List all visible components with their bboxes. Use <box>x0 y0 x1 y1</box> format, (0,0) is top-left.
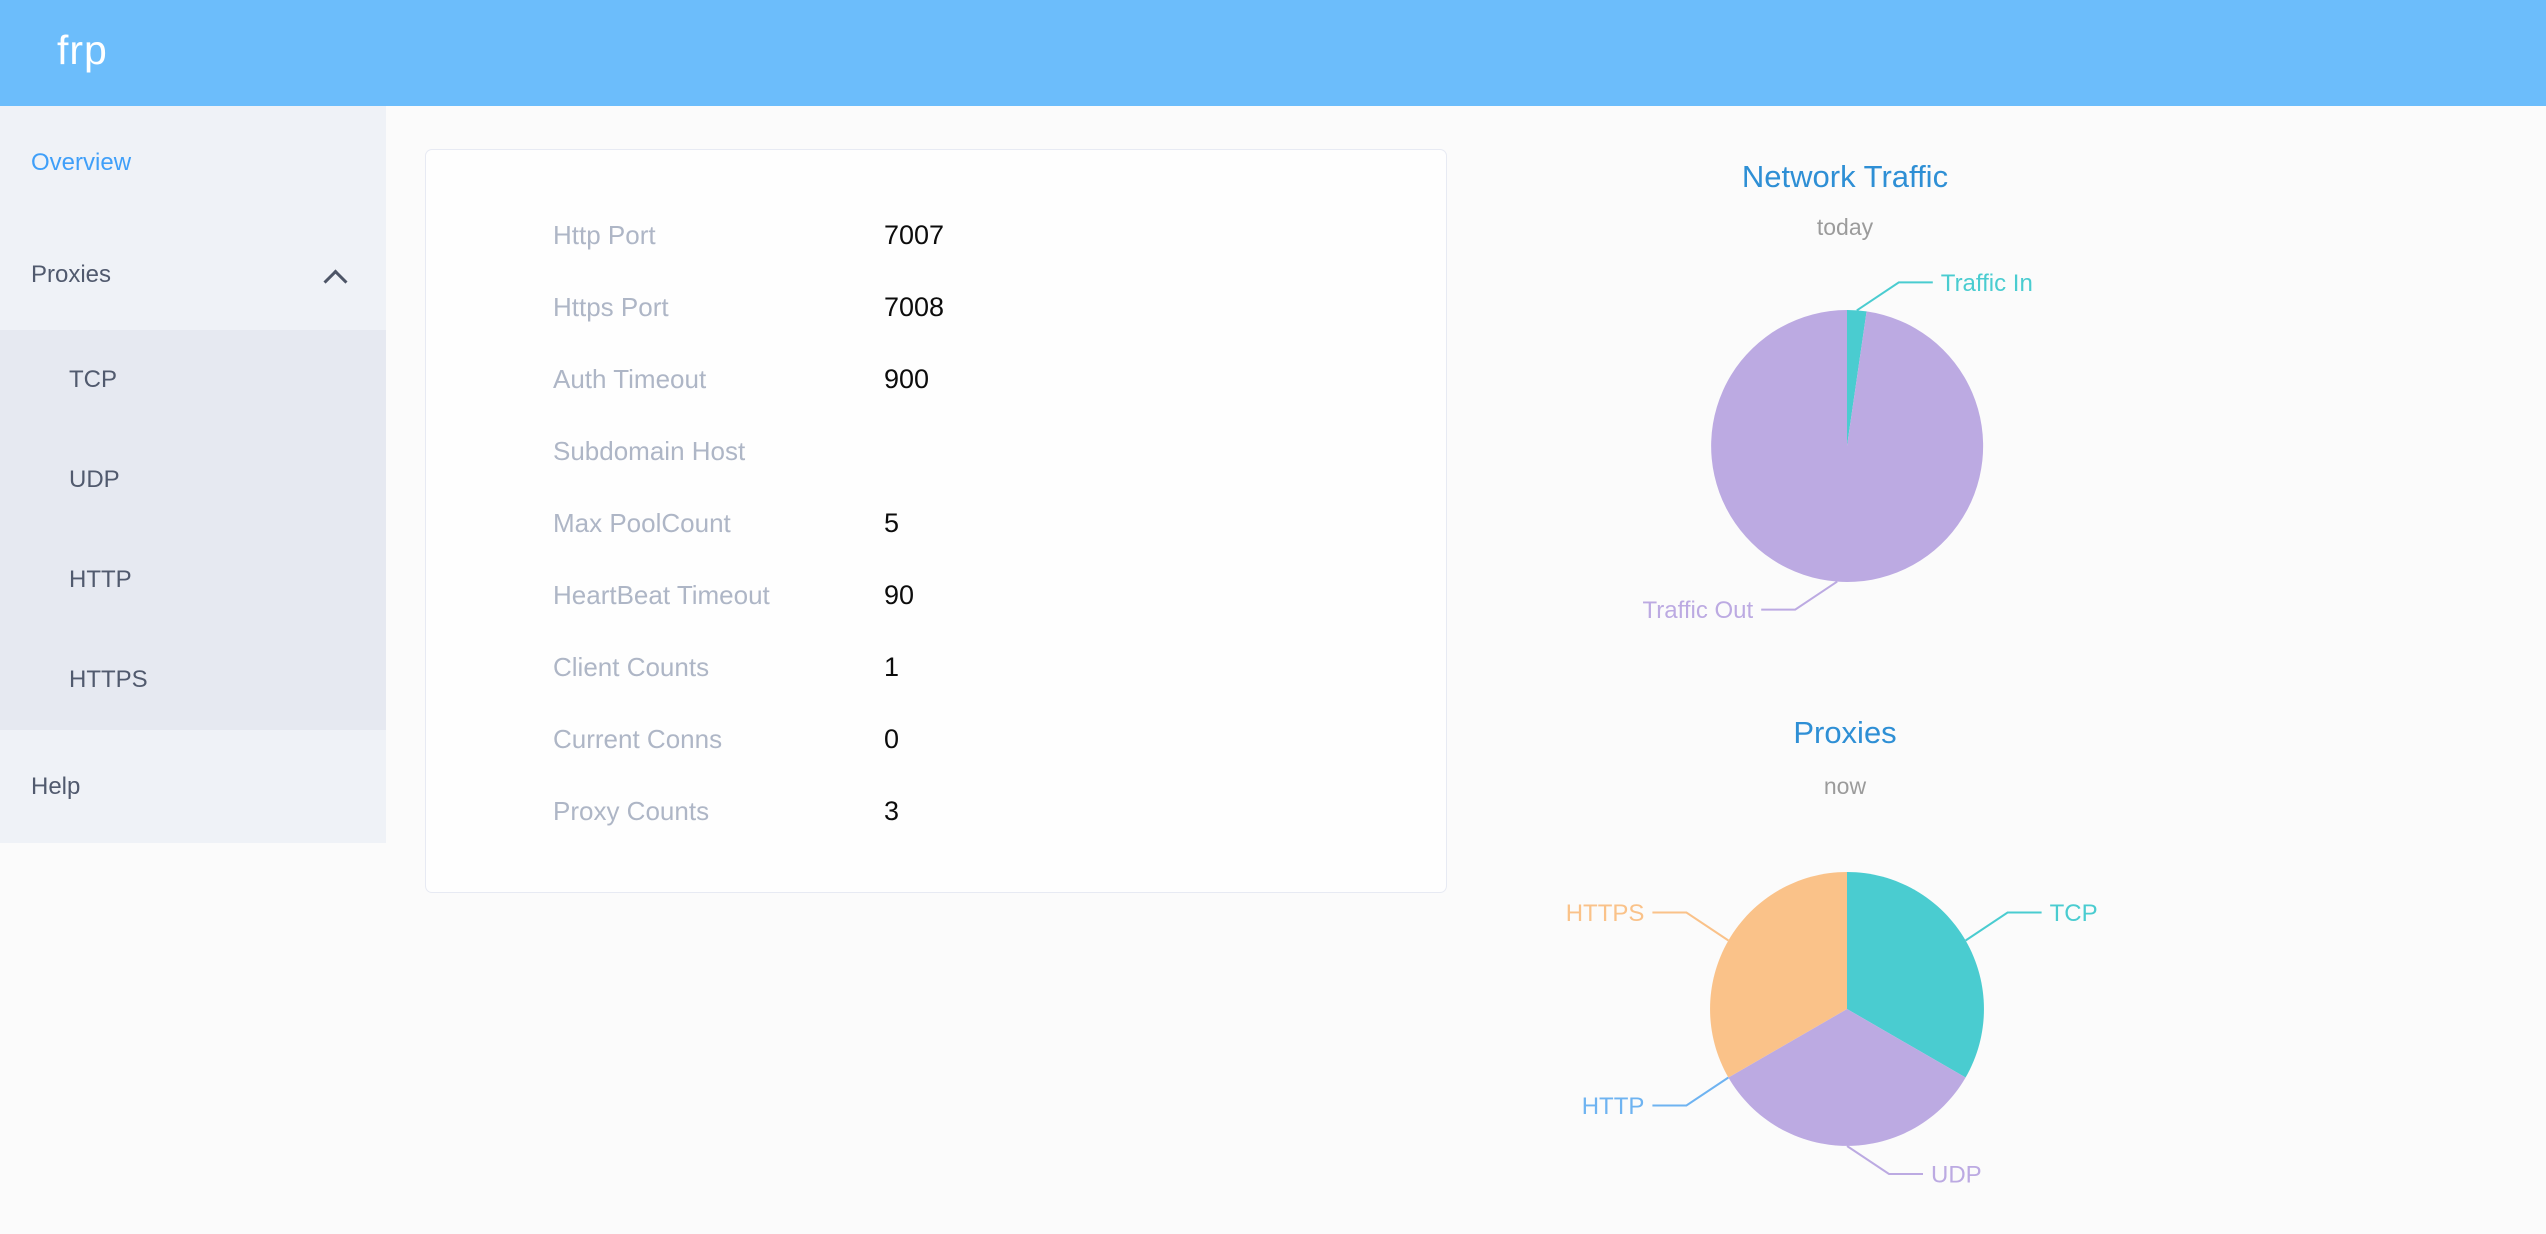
top-header-bar: frp <box>0 0 2546 106</box>
config-label: Http Port <box>553 220 656 250</box>
config-row: Https Port 7008 <box>426 271 1446 343</box>
pie-slice-traffic-out[interactable] <box>1711 310 1984 582</box>
config-label: Subdomain Host <box>553 436 746 466</box>
chevron-up-icon <box>323 269 348 294</box>
pie-label-traffic-in: Traffic In <box>1941 270 2033 297</box>
proxies-chart-title: Proxies <box>1793 715 1897 750</box>
pie-label-tcp: TCP <box>2050 900 2098 927</box>
sidebar-item-udp-label: UDP <box>69 466 120 493</box>
sidebar-item-udp[interactable]: UDP <box>0 430 386 530</box>
sidebar: Overview Proxies TCP UDP HTTP HTTPS Help <box>0 106 386 843</box>
proxies-pie-chart: TCP UDP HTTP HTTPS <box>1566 872 2098 1188</box>
pie-label-line-traffic-out <box>1761 580 1838 611</box>
sidebar-item-tcp[interactable]: TCP <box>0 330 386 430</box>
config-value: 1 <box>884 652 900 682</box>
pie-slice-https[interactable] <box>1710 872 1847 1078</box>
config-value: 3 <box>884 796 900 826</box>
sidebar-item-https[interactable]: HTTPS <box>0 630 386 730</box>
pie-label-line-traffic-in <box>1856 281 1933 312</box>
config-row: Auth Timeout 900 <box>426 343 1446 415</box>
config-label: Proxy Counts <box>553 796 710 826</box>
config-row: Http Port 7007 <box>426 199 1446 271</box>
frp-logo: frp <box>57 27 108 73</box>
config-row: Max PoolCount 5 <box>426 487 1446 559</box>
config-value: 7008 <box>884 292 945 322</box>
sidebar-item-help[interactable]: Help <box>0 730 386 843</box>
pie-label-https: HTTPS <box>1566 900 1645 927</box>
server-config-card: Http Port 7007 Https Port 7008 Auth Timeou… <box>425 149 1447 893</box>
config-label: HeartBeat Timeout <box>553 580 770 610</box>
pie-slice-traffic-in[interactable] <box>1847 309 1867 446</box>
sidebar-item-overview-label: Overview <box>31 149 132 176</box>
pie-label-udp: UDP <box>1931 1161 1982 1188</box>
config-row: Current Conns 0 <box>426 703 1446 775</box>
sidebar-item-help-label: Help <box>31 773 81 800</box>
pie-slice-tcp[interactable] <box>1847 872 1984 1078</box>
config-value: 90 <box>884 580 915 610</box>
config-label: Https Port <box>553 292 669 322</box>
sidebar-item-proxies-label: Proxies <box>31 261 112 288</box>
pie-label-traffic-out: Traffic Out <box>1642 597 1753 624</box>
config-row: Client Counts 1 <box>426 631 1446 703</box>
config-label: Max PoolCount <box>553 508 731 538</box>
sidebar-item-tcp-label: TCP <box>69 366 117 393</box>
config-value: 5 <box>884 508 900 538</box>
sidebar-item-http-label: HTTP <box>69 566 132 593</box>
config-value: 7007 <box>884 220 945 250</box>
sidebar-item-overview[interactable]: Overview <box>0 107 386 219</box>
pie-label-http: HTTP <box>1582 1093 1645 1120</box>
pie-slice-udp[interactable] <box>1728 1009 1966 1146</box>
network-traffic-pie-chart: Traffic In Traffic Out <box>1642 270 2033 624</box>
network-traffic-chart-subtitle: today <box>1816 214 1874 240</box>
pie-label-line-udp <box>1846 1145 1923 1175</box>
sidebar-item-proxies[interactable]: Proxies <box>0 219 386 330</box>
pie-label-line-tcp <box>1965 911 2042 942</box>
proxies-chart-subtitle: now <box>1823 773 1867 799</box>
config-row: Subdomain Host <box>426 415 1446 487</box>
config-row: Proxy Counts 3 <box>426 775 1446 847</box>
config-label: Client Counts <box>553 652 710 682</box>
sidebar-item-http[interactable]: HTTP <box>0 530 386 630</box>
network-traffic-chart-title: Network Traffic <box>1741 159 1949 194</box>
config-label: Current Conns <box>553 724 723 754</box>
pie-label-line-https <box>1652 911 1729 942</box>
config-row: HeartBeat Timeout 90 <box>426 559 1446 631</box>
proxies-submenu: TCP UDP HTTP HTTPS <box>0 330 386 730</box>
sidebar-item-https-label: HTTPS <box>69 666 148 693</box>
config-value: 0 <box>884 724 900 754</box>
config-value: 900 <box>884 364 930 394</box>
config-label: Auth Timeout <box>553 364 707 394</box>
pie-label-line-http <box>1652 1076 1729 1107</box>
